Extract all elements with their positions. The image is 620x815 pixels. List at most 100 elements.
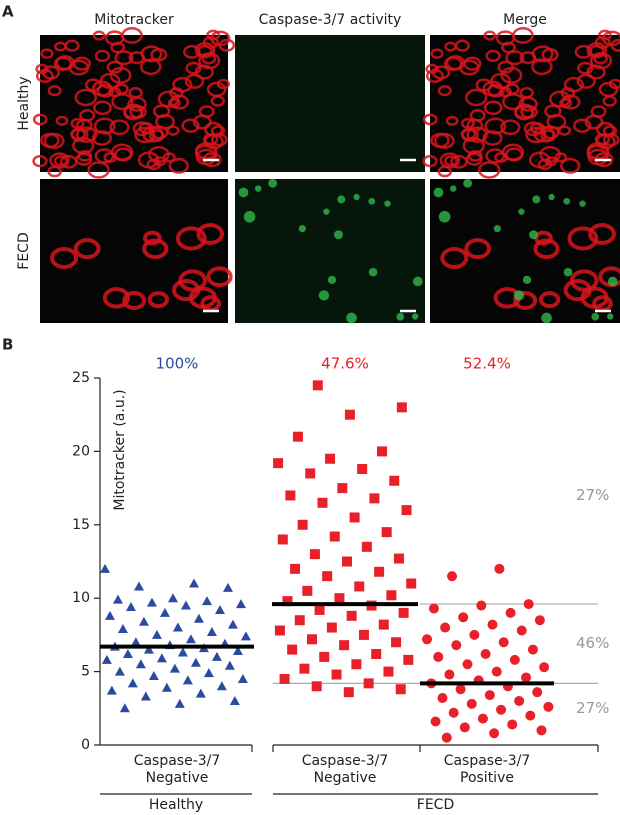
point <box>377 446 388 457</box>
point <box>299 663 310 674</box>
cell <box>537 158 553 171</box>
apoptotic-cell <box>412 313 419 320</box>
point <box>135 659 146 669</box>
cell <box>194 64 214 80</box>
point <box>466 698 477 709</box>
cell <box>87 161 110 179</box>
apoptotic-cell <box>323 208 330 215</box>
point <box>398 607 409 618</box>
apoptotic-cell <box>238 187 249 198</box>
point <box>273 458 284 469</box>
cell <box>32 113 48 126</box>
point <box>342 556 353 567</box>
point <box>229 695 240 705</box>
cell <box>96 83 115 98</box>
point <box>344 409 355 420</box>
column-title: Caspase-3/7 activity <box>259 12 402 28</box>
point <box>523 599 534 610</box>
point <box>448 707 459 718</box>
point <box>349 512 360 523</box>
point <box>534 615 545 626</box>
point <box>494 563 505 574</box>
apoptotic-cell <box>518 208 525 215</box>
share-label: 47.6% <box>321 355 369 373</box>
point <box>274 625 285 636</box>
cell <box>32 155 48 168</box>
cell <box>167 98 181 109</box>
point <box>378 619 389 630</box>
point <box>536 725 547 736</box>
point <box>459 722 470 733</box>
apoptotic-cell <box>346 312 357 324</box>
cell <box>588 223 616 245</box>
point <box>277 534 288 545</box>
cell <box>444 155 458 167</box>
point <box>172 622 183 632</box>
cell <box>198 105 215 118</box>
point <box>235 599 246 609</box>
point <box>357 464 368 475</box>
cell <box>94 148 115 164</box>
cell <box>514 105 534 121</box>
cell <box>425 63 439 75</box>
cell <box>53 155 68 167</box>
cell <box>567 226 599 251</box>
cell <box>425 68 444 83</box>
cell <box>75 118 93 132</box>
cell <box>94 49 111 63</box>
point <box>201 596 212 606</box>
apoptotic-cell <box>579 200 586 207</box>
cell <box>218 38 236 52</box>
cell <box>43 132 65 149</box>
point <box>211 651 222 661</box>
apoptotic-cell <box>513 290 525 301</box>
point <box>331 669 342 680</box>
cell <box>464 88 488 107</box>
point <box>130 637 141 647</box>
point <box>305 468 316 479</box>
point <box>428 603 439 614</box>
point <box>447 571 458 582</box>
point <box>292 431 303 442</box>
point <box>177 647 188 657</box>
cell <box>485 148 505 164</box>
cell <box>175 226 207 251</box>
point <box>477 713 488 724</box>
panel-label: A <box>2 3 14 21</box>
panel-label: B <box>2 336 13 354</box>
point <box>190 657 201 667</box>
point <box>396 402 407 413</box>
apoptotic-cell <box>529 230 538 240</box>
y-tick-label: 25 <box>72 370 90 386</box>
cell <box>430 48 444 59</box>
apoptotic-cell <box>493 225 501 233</box>
y-tick-label: 0 <box>81 737 90 753</box>
cell <box>104 30 125 46</box>
group-label: FECD <box>417 797 454 813</box>
y-tick-label: 5 <box>81 664 90 680</box>
apoptotic-cell <box>337 195 346 204</box>
y-tick-label: 20 <box>72 443 90 459</box>
point <box>358 629 369 640</box>
point <box>314 604 325 615</box>
point <box>325 453 336 464</box>
point <box>114 666 125 676</box>
point <box>100 563 110 573</box>
cell <box>127 96 147 112</box>
cell <box>143 230 162 246</box>
cell <box>590 105 607 118</box>
cell <box>440 247 469 270</box>
point <box>521 672 532 683</box>
y-tick-label: 15 <box>72 517 90 533</box>
point <box>182 675 193 685</box>
cell <box>422 113 438 126</box>
point <box>374 566 385 577</box>
point <box>326 622 337 633</box>
cell <box>433 132 455 149</box>
point <box>354 581 365 592</box>
x-tick-label: Caspase-3/7 Positive <box>443 753 531 786</box>
point <box>180 600 191 610</box>
cell <box>466 126 488 143</box>
cell <box>55 115 69 126</box>
cell <box>68 59 90 76</box>
